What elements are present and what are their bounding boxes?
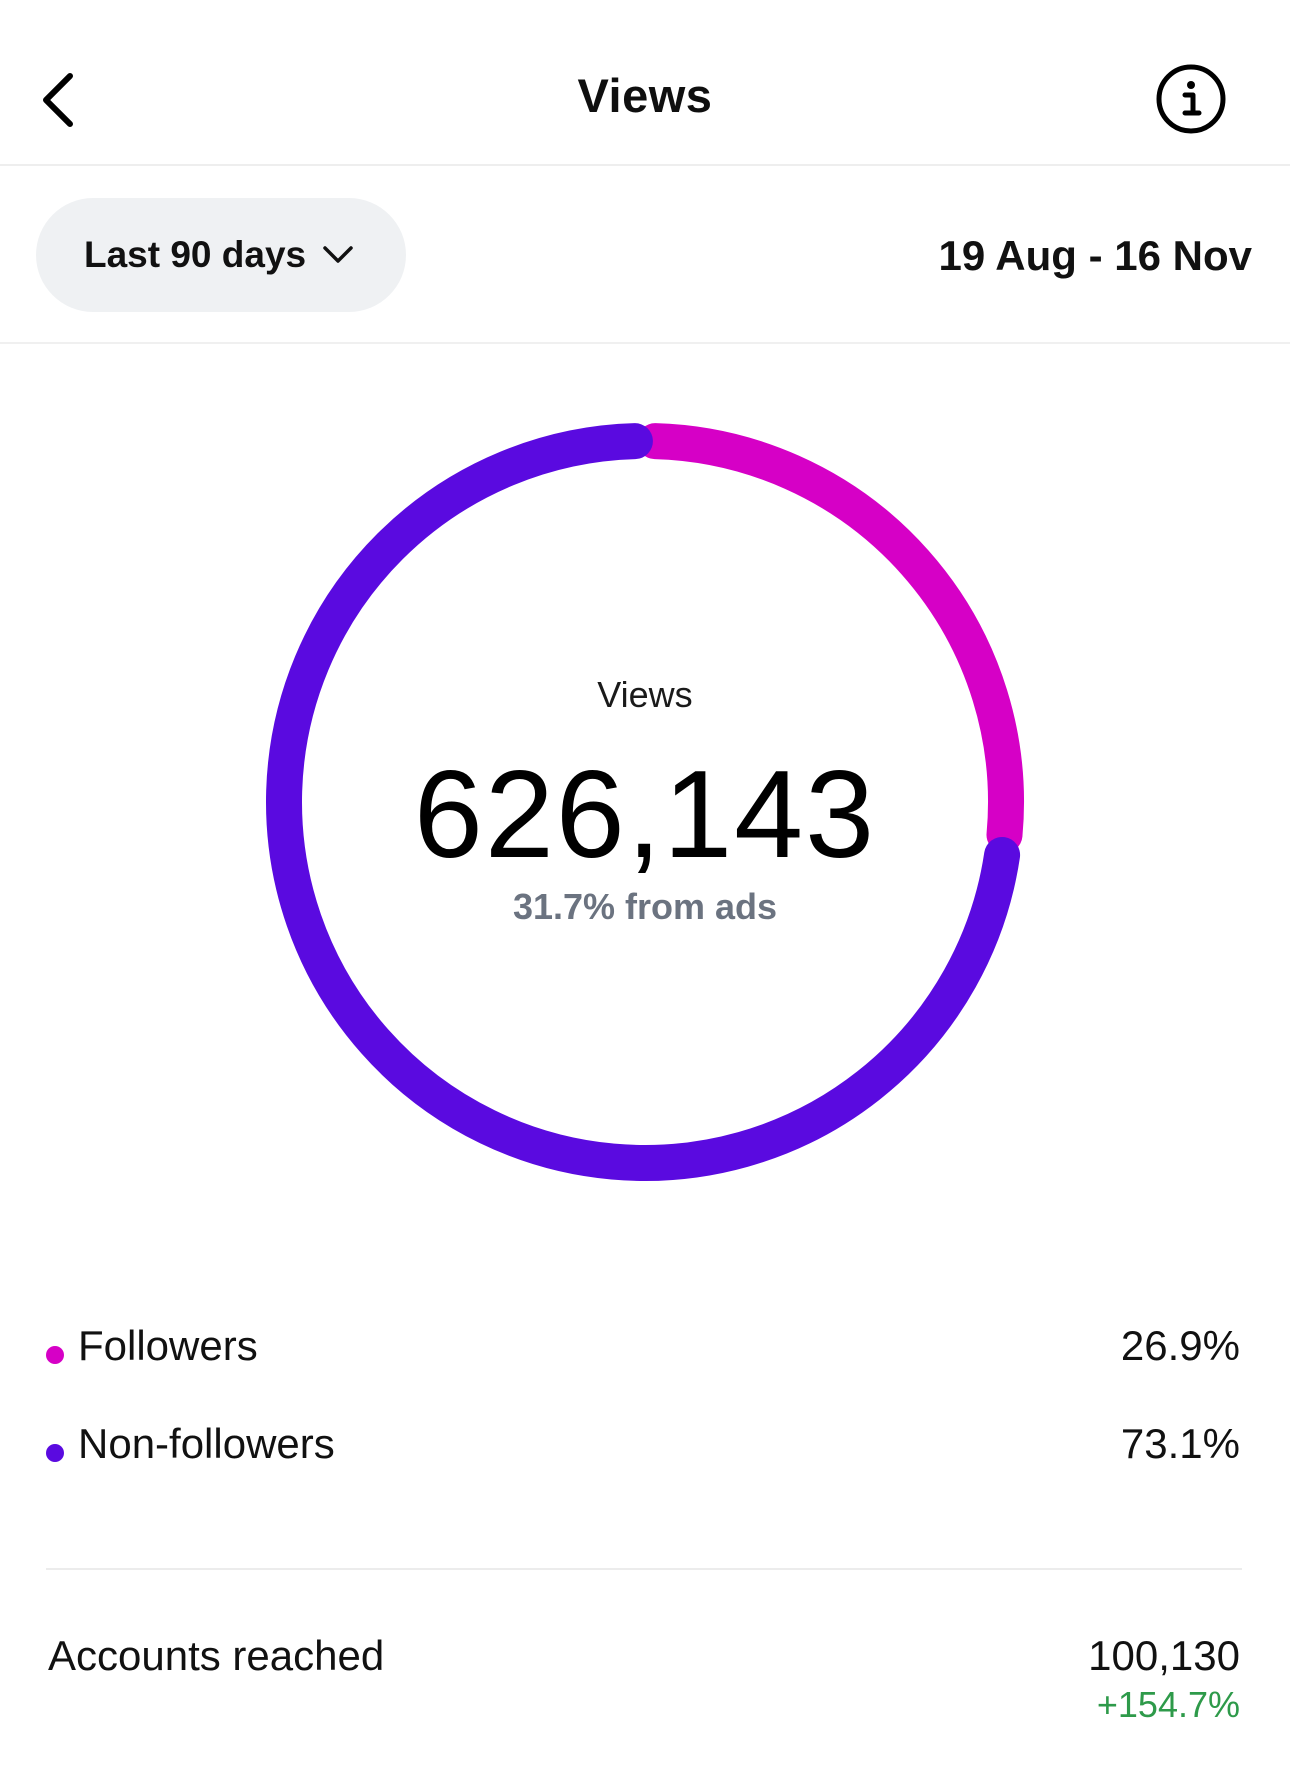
- legend-value: 26.9%: [1120, 1322, 1240, 1369]
- divider: [46, 1568, 1242, 1570]
- views-total: 626,143: [413, 746, 877, 884]
- page-title: Views: [577, 69, 713, 122]
- filter-row: Last 90 days 19 Aug - 16 Nov: [0, 166, 1290, 344]
- chevron-left-icon: [43, 73, 73, 127]
- legend-value: 73.1%: [1120, 1420, 1240, 1467]
- accounts-reached-label: Accounts reached: [48, 1632, 385, 1679]
- header: Views: [0, 0, 1290, 166]
- accounts-reached-value: 100,130: [1088, 1632, 1240, 1679]
- legend-item-non-followers: Non-followers 73.1%: [46, 1420, 1240, 1480]
- chevron-down-icon: [322, 245, 354, 265]
- accounts-reached-change: +154.7%: [1096, 1684, 1240, 1725]
- donut-center: Views 626,143 31.7% from ads: [265, 422, 1025, 1182]
- date-range-text: 19 Aug - 16 Nov: [938, 232, 1252, 279]
- info-button[interactable]: [1155, 63, 1227, 135]
- legend-item-followers: Followers 26.9%: [46, 1322, 1240, 1382]
- ads-share-text: 31.7% from ads: [512, 886, 778, 927]
- followers-dot: [46, 1346, 64, 1364]
- legend-label: Non-followers: [78, 1420, 335, 1467]
- donut-segment-followers: [637, 423, 1024, 853]
- donut-segment-non-followers: [266, 423, 1021, 1181]
- date-range-dropdown-label: Last 90 days: [84, 234, 307, 275]
- info-icon: [1156, 64, 1226, 134]
- legend-label: Followers: [78, 1322, 258, 1369]
- donut-chart-svg: [266, 423, 1024, 1181]
- back-button[interactable]: [26, 60, 90, 140]
- views-donut-chart: Views 626,143 31.7% from ads: [265, 422, 1025, 1182]
- date-range-dropdown[interactable]: Last 90 days: [36, 198, 406, 312]
- non-followers-dot: [46, 1444, 64, 1462]
- views-label: Views: [597, 674, 693, 715]
